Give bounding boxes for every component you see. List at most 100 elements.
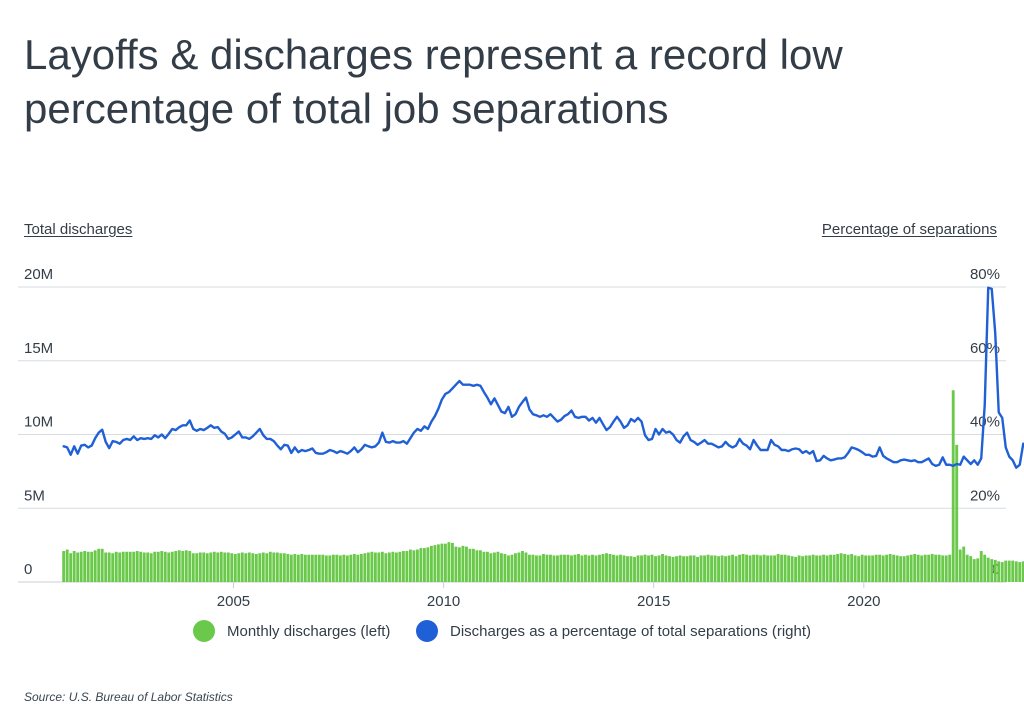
bar [675,556,678,582]
bar [850,553,854,582]
bar [132,551,136,582]
bar [121,551,125,582]
bar [191,553,195,582]
bar [86,551,90,582]
bar [584,554,587,582]
bar [156,551,160,582]
bar [997,561,1001,582]
bar [454,546,458,582]
left-tick-label: 20M [24,266,53,283]
bar [167,552,171,582]
bar [177,550,181,582]
chart-title: Layoffs & discharges represent a record … [24,31,843,132]
bar [198,552,202,582]
bar [307,554,311,582]
bar [356,554,360,582]
bar [598,554,601,582]
bar [493,552,496,582]
bar [450,542,454,582]
bar [888,553,892,582]
bar [930,553,934,582]
legend: Monthly discharges (left) Discharges as … [0,620,1024,644]
bar [230,553,234,582]
bar [373,552,377,582]
bar [990,559,994,582]
bar [752,554,756,582]
bar [808,555,812,582]
bar [79,551,83,582]
bar [909,554,913,582]
bar [429,545,433,582]
bar [703,555,706,582]
bar [174,551,178,582]
bar [436,544,440,582]
bar [482,551,486,582]
bar [689,555,692,582]
bar [261,552,265,582]
bar [580,555,584,582]
x-tick-label: 2015 [637,593,670,610]
bar [573,554,577,582]
right-axis-title: Percentage of separations [821,221,997,238]
bar [787,555,791,582]
percentage-series-line [62,286,1024,469]
bar [139,551,143,582]
bar [857,556,861,582]
right-axis-ticks: 020%40%60%80% [970,266,1000,578]
bar [90,551,94,582]
x-tick-label: 2020 [847,593,880,610]
x-tick-label: 2010 [427,593,460,610]
bar [790,556,794,582]
bar [233,553,237,582]
bar [885,554,889,582]
bar [986,557,990,582]
bar [69,553,73,582]
bar [324,555,328,582]
bar [170,551,174,582]
bar [948,554,952,582]
percentage-line [62,286,1024,469]
bar [398,551,402,582]
legend-swatch-discharges [193,620,215,642]
bar [142,552,146,582]
bar [345,555,349,582]
bar [163,551,167,582]
bar [892,554,896,582]
bar [289,554,293,582]
bar [958,549,962,582]
bar [615,555,619,582]
bar [268,551,272,582]
bar [247,552,251,582]
bar [93,550,97,582]
legend-item-percentage: Discharges as a percentage of total sepa… [416,620,811,642]
bar [699,555,703,582]
bar [380,551,384,582]
bar [867,555,871,582]
bar [310,554,314,582]
bar [342,554,346,582]
bar [559,554,563,582]
bar [447,542,451,582]
legend-item-discharges: Monthly discharges (left) [193,620,390,642]
bar [587,555,591,582]
bar [153,551,157,582]
bar [535,555,538,582]
bar [517,552,521,582]
bar [107,552,111,582]
bar [128,551,132,582]
bar [937,554,941,582]
legend-label-percentage: Discharges as a percentage of total sepa… [450,622,812,640]
bar [724,556,728,582]
bar [72,551,76,582]
bar [878,554,882,582]
bar [605,553,608,582]
left-axis-title: Total discharges [24,221,133,238]
bar [692,555,696,582]
bar [993,559,997,583]
bar [521,551,524,582]
bar [349,554,353,582]
bar [1018,562,1022,582]
bar [1007,560,1011,582]
bar [563,554,566,582]
